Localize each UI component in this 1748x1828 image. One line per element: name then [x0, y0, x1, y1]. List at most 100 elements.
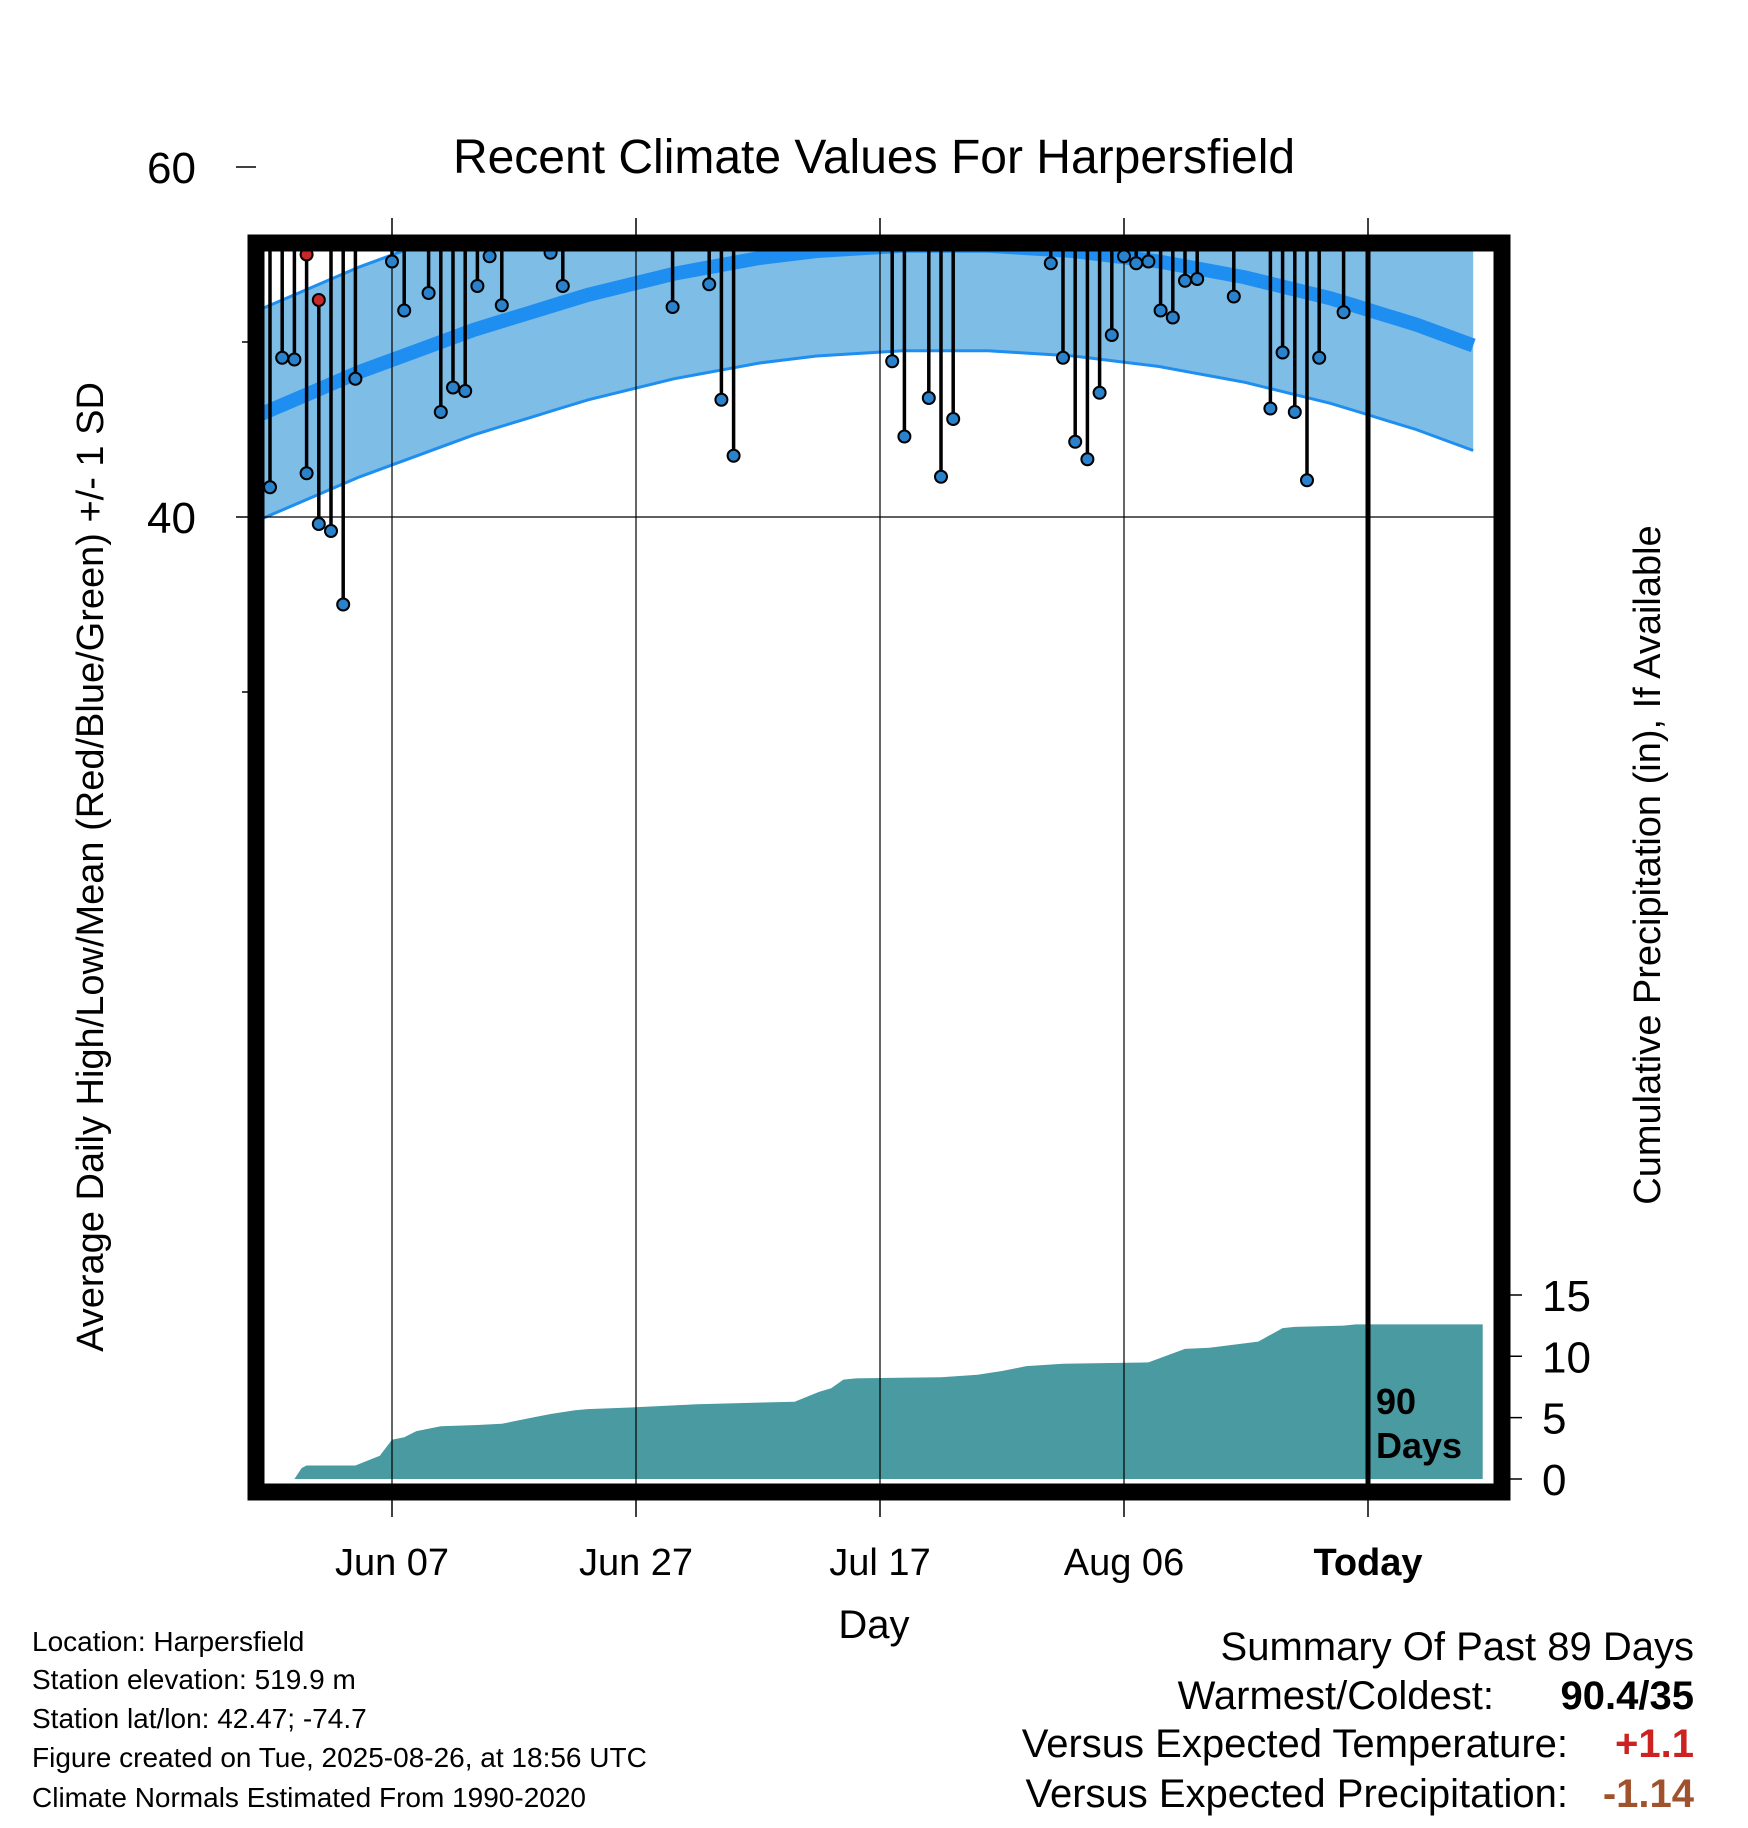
- daily-low-point: [1325, 131, 1337, 143]
- daily-high-point: [386, 0, 398, 5]
- daily-low-point: [934, 469, 948, 484]
- daily-low-point: [421, 286, 436, 300]
- daily-low-point: [665, 300, 680, 314]
- daily-low-point: [1336, 305, 1351, 320]
- daily-low-point: [494, 298, 509, 313]
- daily-low-point: [1312, 350, 1327, 365]
- y2-tick-label: 15: [1542, 1272, 1591, 1321]
- daily-low-point: [593, 144, 605, 156]
- daily-high-point: [325, 67, 337, 79]
- daily-high-point: [471, 170, 483, 182]
- cumulative-precip-area: [270, 1324, 1483, 1479]
- daily-low-point: [397, 303, 412, 318]
- y-tick-label: 40: [147, 494, 196, 543]
- daily-low-point: [1240, 194, 1252, 206]
- elevation-text: Station elevation: 519.9 m: [32, 1664, 356, 1695]
- daily-low-point: [642, 165, 654, 177]
- daily-low-point: [1190, 272, 1205, 286]
- daily-low-point: [789, 184, 801, 196]
- daily-low-point: [482, 250, 497, 264]
- daily-high-point: [1277, 142, 1289, 154]
- daily-low-point: [1033, 207, 1045, 219]
- normal-low-lower-edge: [263, 349, 1474, 520]
- plot-area: [246, 0, 1495, 1485]
- daily-high-point: [508, 16, 520, 28]
- daily-low-point: [679, 84, 691, 96]
- daily-low-point: [532, 165, 544, 177]
- daily-low-point: [911, 179, 923, 191]
- daily-low-point: [1056, 350, 1070, 365]
- temp-vs-expected-label: Versus Expected Temperature:: [1021, 1722, 1568, 1766]
- daily-low-point: [654, 222, 666, 234]
- daily-low-point: [606, 93, 618, 105]
- daily-low-point: [433, 405, 448, 419]
- daily-low-point: [885, 354, 900, 369]
- daily-low-point: [520, 98, 532, 110]
- precip-vs-expected-label: Versus Expected Precipitation:: [1025, 1772, 1568, 1816]
- daily-low-point: [1129, 256, 1144, 271]
- daily-low-point: [764, 77, 776, 89]
- daily-low-point: [569, 82, 581, 94]
- y-axis-title: Average Daily High/Low/Mean (Red/Blue/Gr…: [70, 382, 112, 1352]
- x-tick-label: Jun 27: [579, 1542, 693, 1584]
- today-days-number: 90: [1376, 1381, 1416, 1422]
- today-days-label: Days: [1376, 1425, 1462, 1466]
- plot-frame: [247, 234, 1511, 1501]
- x-tick-label: Today: [1313, 1542, 1422, 1584]
- daily-high-point: [410, 0, 422, 3]
- daily-low-point: [1300, 473, 1314, 488]
- chart-title: Recent Climate Values For Harpersfield: [452, 131, 1296, 184]
- daily-low-point: [1178, 273, 1192, 288]
- daily-low-point: [776, 109, 788, 121]
- warm-cold-label: Warmest/Coldest:: [1177, 1674, 1494, 1718]
- daily-high-point: [630, 42, 642, 54]
- y-tick-label: 60: [147, 144, 196, 193]
- daily-low-point: [385, 254, 399, 269]
- daily-low-point: [458, 384, 473, 398]
- daily-low-point: [897, 429, 912, 444]
- daily-low-point: [1141, 254, 1156, 269]
- daily-low-point: [508, 203, 520, 215]
- daily-high-point: [288, 0, 300, 12]
- daily-low-point: [946, 412, 961, 426]
- normals-text: Climate Normals Estimated From 1990-2020: [32, 1782, 586, 1813]
- daily-low-point: [740, 107, 752, 119]
- normal-mean-line: [246, 43, 1474, 204]
- daily-low-point: [726, 448, 741, 463]
- normal-high-band: [246, 0, 1466, 129]
- daily-low-point: [336, 597, 351, 612]
- daily-low-point: [850, 165, 862, 177]
- daily-low-point: [996, 75, 1008, 87]
- daily-low-point: [702, 277, 717, 292]
- created-text: Figure created on Tue, 2025-08-26, at 18…: [32, 1742, 647, 1773]
- daily-low-point: [1275, 345, 1290, 360]
- daily-low-point: [446, 380, 460, 395]
- daily-low-point: [1153, 303, 1168, 318]
- summary-heading: Summary Of Past 89 Days: [1220, 1625, 1694, 1669]
- y2-tick-label: 0: [1542, 1456, 1566, 1505]
- daily-low-point: [1287, 405, 1302, 419]
- daily-high-point: [299, 250, 314, 262]
- daily-low-point: [752, 107, 764, 119]
- x-tick-label: Jul 17: [829, 1542, 930, 1584]
- daily-low-point: [543, 250, 558, 260]
- daily-high-point: [484, 32, 496, 44]
- daily-low-point: [555, 279, 570, 293]
- daily-low-point: [984, 201, 996, 213]
- daily-low-point: [275, 350, 290, 365]
- daily-low-point: [837, 79, 849, 91]
- daily-low-point: [825, 12, 837, 24]
- daily-low-point: [972, 95, 984, 107]
- daily-low-point: [1104, 328, 1119, 342]
- daily-high-point: [618, 0, 630, 10]
- daily-low-point: [1092, 385, 1107, 400]
- daily-low-point: [714, 392, 729, 407]
- daily-low-point: [1226, 289, 1241, 304]
- daily-low-point: [813, 61, 825, 73]
- daily-low-point: [311, 517, 326, 531]
- daily-low-point: [1068, 434, 1083, 449]
- daily-low-point: [801, 165, 813, 177]
- daily-low-point: [1117, 250, 1131, 264]
- daily-low-point: [874, 79, 886, 91]
